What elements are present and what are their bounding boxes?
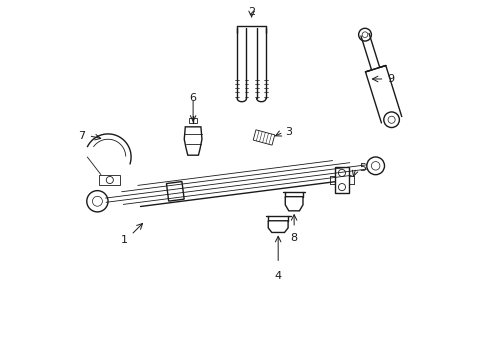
Text: 1: 1 — [120, 235, 127, 245]
Bar — [99, 175, 120, 185]
Text: 2: 2 — [247, 6, 255, 17]
Text: 7: 7 — [78, 131, 85, 141]
Text: 5: 5 — [358, 163, 366, 172]
Text: 8: 8 — [290, 234, 297, 243]
Text: 9: 9 — [386, 74, 394, 84]
Text: 4: 4 — [274, 271, 281, 281]
Bar — [335, 167, 348, 193]
Text: 3: 3 — [285, 127, 292, 137]
Text: 6: 6 — [189, 94, 196, 103]
Polygon shape — [188, 118, 197, 123]
